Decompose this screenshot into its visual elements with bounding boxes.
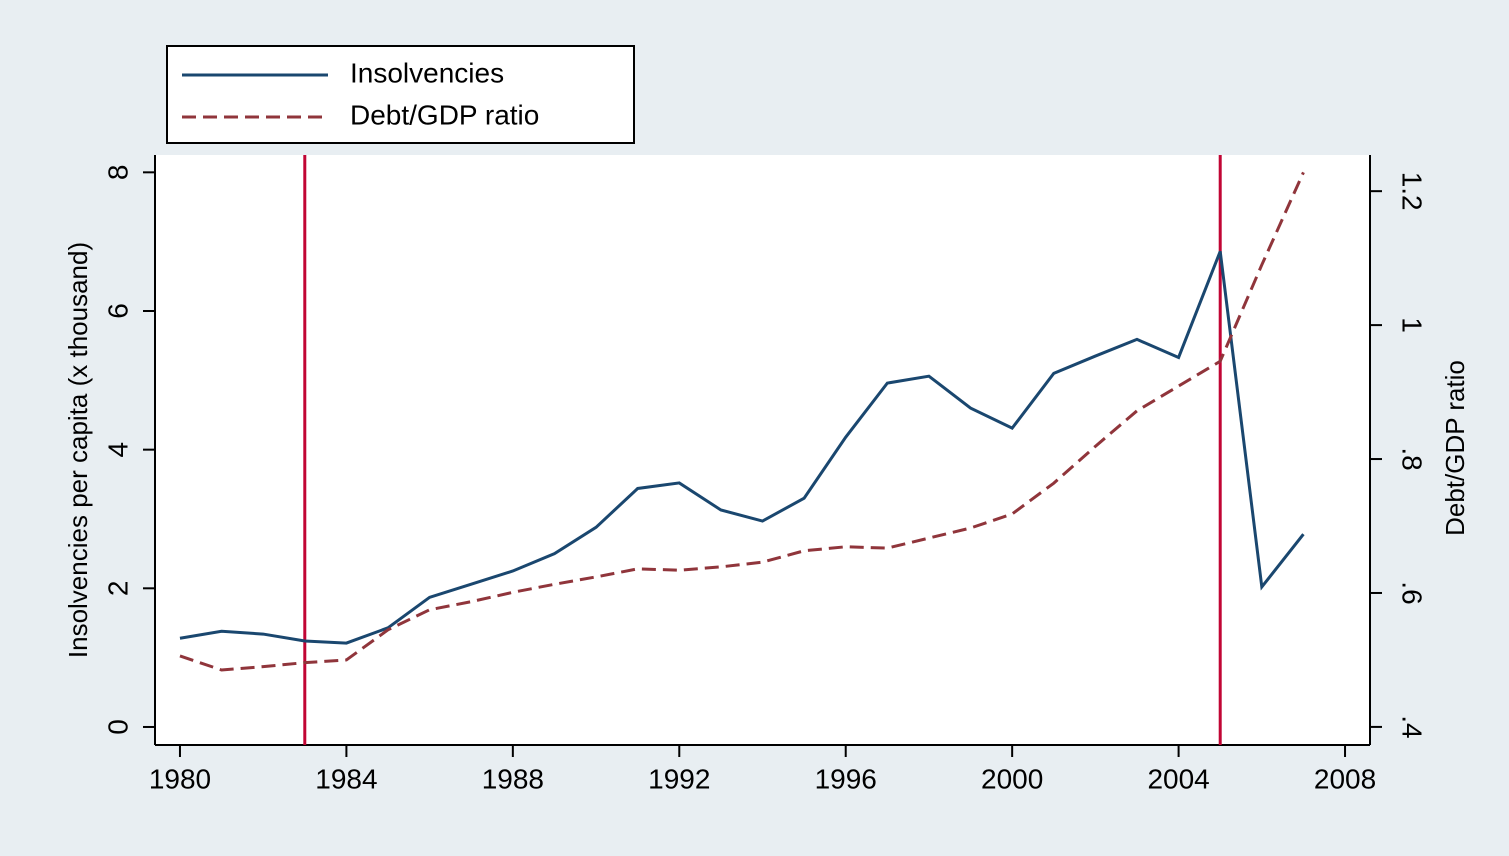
y-tick-label: 4 [102,442,133,458]
x-tick-label: 2000 [981,763,1043,794]
y2-tick-label: .4 [1397,715,1428,738]
y-tick-label: 2 [102,581,133,597]
y-axis-title: Insolvencies per capita (x thousand) [63,242,93,658]
y2-axis-title: Debt/GDP ratio [1440,360,1470,536]
series-line [179,250,1305,645]
plot-area [155,155,1370,745]
x-tick-label: 2008 [1314,763,1376,794]
y-tick-label: 8 [102,165,133,181]
x-tick-label: 1984 [315,763,377,794]
series-line [179,171,1305,672]
x-tick-label: 1980 [149,763,211,794]
y2-tick-label: 1.2 [1397,172,1428,211]
x-tick-label: 1988 [482,763,544,794]
y2-tick-label: .8 [1397,447,1428,470]
legend-label: Insolvencies [350,57,504,88]
x-tick-label: 1996 [815,763,877,794]
x-tick-label: 2004 [1147,763,1209,794]
y2-tick-label: 1 [1397,317,1428,333]
x-tick-label: 1992 [648,763,710,794]
y-tick-label: 0 [102,719,133,735]
legend-box [166,45,635,144]
y-tick-label: 6 [102,303,133,319]
y2-tick-label: .6 [1397,581,1428,604]
legend-label: Debt/GDP ratio [350,99,539,130]
